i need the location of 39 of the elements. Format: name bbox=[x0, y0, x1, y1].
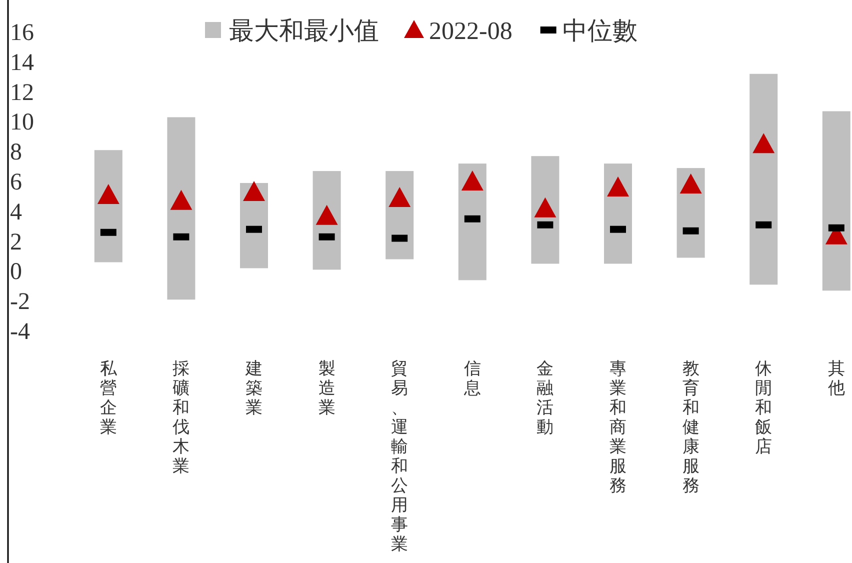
point bbox=[243, 180, 265, 201]
y-tick-label: 12 bbox=[10, 80, 34, 106]
y-tick-label: -4 bbox=[10, 319, 30, 345]
point bbox=[607, 176, 629, 196]
bar bbox=[822, 111, 850, 291]
point bbox=[97, 184, 120, 204]
category-label: 貿易、運輸和公用事業 bbox=[391, 359, 408, 554]
y-tick-label: 6 bbox=[10, 170, 22, 196]
x-tick-label: 專業和商業服務 bbox=[610, 359, 626, 495]
point bbox=[680, 173, 702, 194]
legend-label: 中位數 bbox=[562, 18, 638, 45]
legend-label: 最大和最小值 bbox=[229, 18, 379, 45]
y-tick-label: 0 bbox=[10, 259, 22, 286]
x-tick-label: 建築業 bbox=[244, 359, 262, 417]
point bbox=[170, 190, 192, 210]
bar bbox=[750, 74, 778, 285]
point bbox=[461, 170, 484, 190]
y-tick-label: -2 bbox=[10, 289, 30, 316]
y-tick-label: 4 bbox=[10, 199, 22, 226]
x-tick-label: 採礦和伐木業 bbox=[172, 359, 190, 476]
point bbox=[534, 197, 556, 218]
y-tick-label: 2 bbox=[10, 229, 22, 256]
x-tick-label: 休閒和飯店 bbox=[755, 359, 772, 456]
bar bbox=[167, 117, 196, 300]
x-tick-label: 教育和健康服務 bbox=[682, 359, 700, 495]
point bbox=[316, 204, 338, 225]
point bbox=[752, 133, 775, 154]
y-tick-label: 16 bbox=[10, 20, 34, 46]
x-tick-label: 金融活動 bbox=[536, 359, 554, 436]
y-tick-label: 8 bbox=[10, 140, 22, 166]
bar bbox=[458, 164, 486, 280]
point bbox=[388, 186, 411, 207]
x-tick-label: 私營企業 bbox=[100, 359, 118, 436]
x-tick-label: 其他 bbox=[828, 359, 845, 398]
legend-label: 2022-08 bbox=[429, 18, 512, 45]
y-tick-label: 10 bbox=[10, 110, 34, 136]
y-tick-label: 14 bbox=[10, 50, 34, 76]
x-tick-label: 製造業 bbox=[318, 359, 336, 417]
x-tick-label: 信息 bbox=[462, 359, 481, 398]
